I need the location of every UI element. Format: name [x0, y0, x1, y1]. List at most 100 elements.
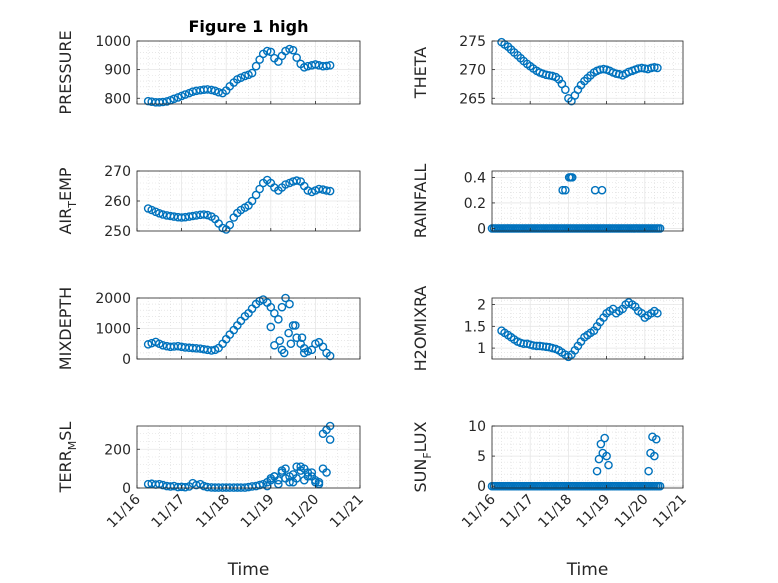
- data-point: [266, 322, 276, 332]
- data-point: [596, 439, 606, 449]
- data-point: [634, 64, 643, 73]
- x-tick-label: 11/21: [650, 492, 690, 532]
- data-point: [277, 466, 287, 475]
- data-series: [487, 173, 665, 233]
- y-tick-label: 10: [468, 419, 486, 435]
- axes-box: [491, 425, 684, 489]
- x-tick-label: 11/17: [149, 492, 189, 532]
- data-point: [288, 470, 298, 479]
- data-point: [203, 210, 212, 220]
- axes-box: [136, 40, 361, 105]
- y-tick-label: 1000: [95, 322, 131, 338]
- data-point: [285, 299, 294, 309]
- data-point: [214, 87, 223, 97]
- data-point: [307, 345, 317, 355]
- axes-box: [491, 40, 684, 105]
- axes-box: [136, 425, 361, 489]
- data-point: [541, 70, 551, 80]
- y-tick-label: 0: [122, 481, 131, 497]
- data-point: [270, 308, 279, 318]
- data-point: [561, 85, 570, 94]
- data-point: [169, 94, 179, 104]
- y-tick-label: 2: [477, 298, 486, 314]
- subplot-terr-msl: 0 200 TERRMSL 11/16 11/17 11/18 11/19 11/20 11/2…: [56, 422, 367, 580]
- data-point: [251, 190, 261, 200]
- data-point: [600, 433, 609, 443]
- data-point: [599, 64, 608, 74]
- data-point: [296, 466, 305, 475]
- axes-box: [491, 297, 684, 360]
- data-point: [637, 63, 647, 73]
- data-point: [561, 185, 570, 195]
- y-tick-label: 270: [104, 164, 131, 180]
- data-point: [180, 90, 190, 99]
- data-point: [655, 481, 665, 491]
- subplot-pressure: 800 900 1000 PRESSURE Figure 1 high: [56, 17, 361, 115]
- y-tick-label: 200: [104, 442, 131, 458]
- x-tick-label: 11/18: [535, 492, 575, 532]
- data-point: [655, 224, 665, 233]
- x-tick-label: 11/18: [193, 492, 233, 532]
- y-tick-label: 1.5: [464, 319, 486, 335]
- data-point: [307, 468, 317, 477]
- subplot-theta: 265 270 275 THETA: [411, 34, 684, 107]
- data-point: [285, 477, 294, 487]
- data-point: [154, 208, 164, 218]
- data-point: [592, 466, 602, 476]
- data-point: [602, 451, 611, 461]
- data-series: [497, 37, 662, 106]
- data-point: [285, 44, 294, 54]
- y-tick-label: 900: [104, 63, 131, 79]
- data-point: [266, 302, 276, 312]
- axes-box: [491, 170, 684, 232]
- data-point: [653, 63, 662, 73]
- data-point: [279, 348, 289, 358]
- data-point: [292, 53, 301, 62]
- y-tick-label: 250: [104, 224, 131, 240]
- y-axis-label: MIXDEPTH: [56, 287, 75, 370]
- y-tick-label: 1: [477, 341, 486, 357]
- x-tick-label: 11/16: [459, 491, 499, 531]
- data-point: [147, 205, 157, 215]
- y-tick-label: 0: [477, 479, 486, 495]
- data-point: [266, 47, 276, 57]
- data-point: [292, 333, 301, 342]
- data-point: [247, 196, 257, 206]
- y-axis-label: AIRTEMP: [56, 167, 79, 234]
- data-point: [653, 308, 662, 318]
- x-tick-label: 11/16: [104, 491, 144, 531]
- data-point: [322, 61, 331, 71]
- subplot-rainfall: 0 0.2 0.4 RAINFALL: [411, 164, 684, 239]
- data-point: [281, 180, 290, 189]
- y-tick-label: 0.4: [464, 170, 486, 186]
- data-point: [325, 61, 335, 70]
- figure-title: Figure 1 high: [189, 17, 309, 36]
- data-point: [594, 454, 604, 464]
- data-point: [650, 451, 659, 461]
- x-tick-label: 11/21: [327, 492, 367, 532]
- x-tick-label: 11/20: [612, 492, 652, 532]
- data-series: [497, 298, 662, 362]
- data-point: [567, 173, 577, 182]
- data-point: [277, 302, 287, 312]
- x-tick-label: 11/20: [282, 492, 322, 532]
- data-point: [251, 61, 261, 71]
- data-point: [646, 63, 656, 73]
- data-point: [288, 45, 298, 55]
- y-axis-label: TERRMSL: [56, 422, 79, 494]
- data-series: [143, 175, 335, 234]
- data-point: [322, 186, 331, 195]
- data-point: [311, 60, 320, 69]
- data-point: [532, 341, 541, 351]
- data-point: [318, 342, 328, 352]
- data-point: [240, 71, 250, 81]
- y-axis-label: THETA: [411, 47, 430, 99]
- x-axis-label: Time: [227, 560, 270, 580]
- subplot-h2omixra: 1 1.5 2 H2OMIXRA: [411, 286, 684, 372]
- data-point: [325, 186, 335, 196]
- y-tick-label: 0: [477, 221, 486, 237]
- subplot-mixdepth: 0 1000 2000 MIXDEPTH: [56, 287, 361, 370]
- y-axis-label: RAINFALL: [411, 164, 430, 239]
- y-axis-label: H2OMIXRA: [411, 286, 430, 372]
